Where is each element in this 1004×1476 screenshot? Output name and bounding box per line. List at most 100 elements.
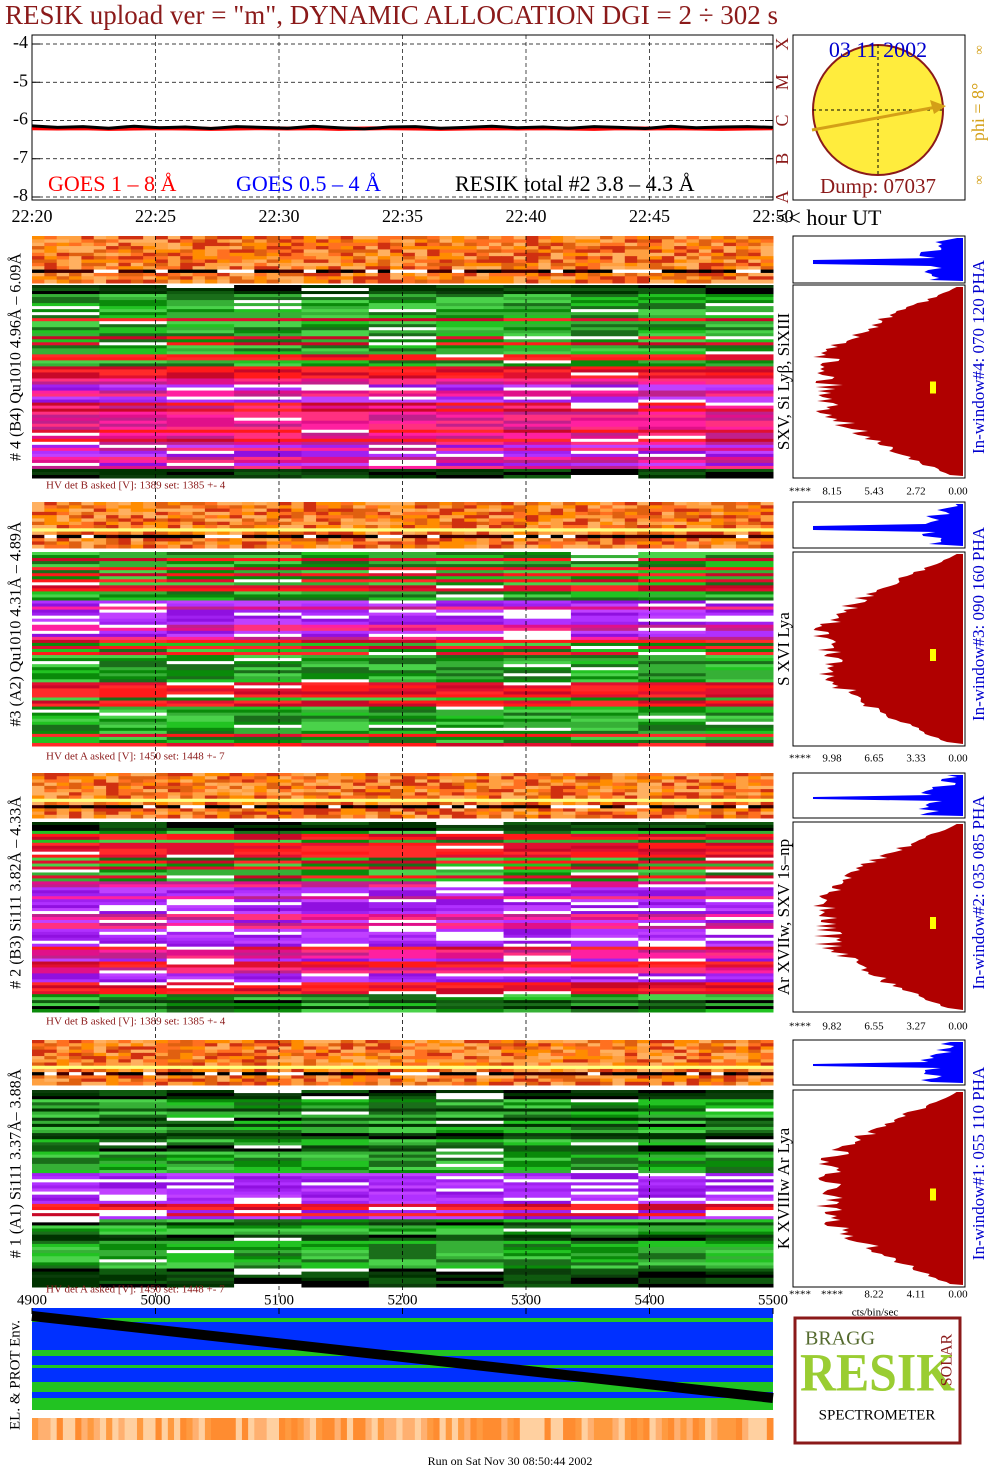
heatmap-cell — [570, 842, 639, 847]
heatmap-cell — [570, 742, 639, 747]
strip-cell — [143, 266, 156, 271]
strip-cell — [674, 808, 688, 813]
heatmap-cell — [436, 736, 505, 741]
heatmap-cell — [638, 402, 707, 407]
strip-cell — [711, 279, 725, 284]
strip-cell — [439, 525, 453, 529]
heatmap-cell — [638, 718, 707, 723]
heatmap-cell — [570, 558, 639, 562]
heatmap-cell — [570, 928, 639, 933]
strip-cell — [612, 236, 626, 240]
strip-cell — [427, 525, 441, 529]
heatmap-cell — [436, 432, 505, 437]
heatmap-cell — [436, 994, 505, 998]
heatmap-cell — [32, 997, 100, 1001]
strip-cell — [488, 246, 502, 250]
strip-cell — [180, 1052, 194, 1057]
heatmap-cell — [436, 600, 505, 605]
heatmap-cell — [32, 606, 100, 611]
heatmap-cell — [436, 393, 505, 398]
strip-cell — [661, 249, 675, 254]
strip-cell — [600, 276, 613, 281]
strip-cell — [674, 1043, 688, 1047]
heatmap-cell — [436, 468, 505, 473]
heatmap-cell — [705, 288, 774, 292]
strip-cell — [476, 262, 490, 267]
strip-cell — [130, 541, 144, 546]
strip-cell — [167, 239, 181, 244]
heatmap-cell — [503, 342, 572, 346]
strip-cell — [698, 525, 712, 529]
heatmap-cell — [436, 603, 505, 608]
strip-cell — [637, 1049, 650, 1054]
heatmap-cell — [503, 958, 572, 963]
strip-cell — [118, 502, 132, 506]
strip-cell — [266, 279, 280, 284]
strip-cell — [254, 252, 268, 257]
x-tick-label: 22:50 — [752, 206, 793, 226]
heatmap-cell — [166, 333, 235, 337]
heatmap-cell — [436, 576, 505, 580]
heatmap-cell — [99, 309, 168, 313]
strip-cell — [637, 242, 650, 247]
strip-cell — [501, 502, 515, 506]
strip-cell — [155, 782, 169, 787]
heatmap-cell — [99, 312, 168, 316]
heatmap-cell — [436, 845, 505, 850]
strip-cell — [81, 1040, 95, 1044]
heatmap-cell — [638, 381, 707, 386]
strip-cell — [723, 518, 737, 523]
heatmap-cell — [99, 961, 168, 965]
strip-cell — [575, 276, 589, 281]
heatmap-cell — [99, 375, 168, 379]
strip-cell — [563, 544, 576, 549]
strip-cell — [624, 814, 638, 819]
heatmap-cell — [368, 408, 437, 413]
heatmap-cell — [234, 706, 302, 711]
strip-cell — [550, 246, 564, 250]
heatmap-cell — [368, 1003, 437, 1007]
strip-cell — [674, 525, 688, 529]
heatmap-cell — [368, 700, 437, 705]
heatmap-cell — [503, 703, 572, 708]
heatmap-cell — [368, 609, 437, 614]
heatmap-cell — [301, 570, 370, 574]
strip-cell — [698, 266, 712, 271]
heatmap-cell — [166, 839, 235, 844]
heatmap-cell — [99, 919, 168, 924]
strip-cell — [180, 515, 194, 519]
strip-cell — [637, 502, 650, 506]
heatmap-cell — [301, 453, 370, 458]
strip-cell — [106, 805, 119, 809]
strip-cell — [229, 1049, 243, 1054]
strip-cell — [69, 795, 82, 800]
heatmap-cell — [503, 739, 572, 744]
heatmap-cell — [301, 606, 370, 611]
heatmap-cell — [436, 609, 505, 614]
strip-cell — [439, 789, 453, 793]
heatmap-cell — [705, 694, 774, 698]
strip-cell — [192, 272, 206, 277]
strip-cell — [748, 776, 762, 780]
heatmap-cell — [301, 652, 370, 656]
strip-cell — [649, 1043, 663, 1047]
strip-cell — [390, 239, 403, 244]
heatmap-cell — [705, 312, 774, 316]
strip-cell — [538, 521, 552, 526]
strip-cell — [488, 249, 502, 254]
strip-cell — [637, 805, 650, 809]
strip-cell — [328, 279, 342, 284]
strip-cell — [637, 256, 650, 260]
heatmap-cell — [99, 688, 168, 692]
heatmap-cell — [368, 869, 437, 873]
strip-cell — [204, 249, 218, 254]
strip-cell — [637, 528, 650, 533]
strip-cell — [563, 538, 576, 542]
strip-cell — [143, 528, 156, 533]
strip-cell — [476, 538, 490, 542]
strip-cell — [538, 785, 552, 790]
strip-cell — [488, 776, 502, 780]
strip-cell — [698, 502, 712, 506]
strip-cell — [649, 242, 663, 247]
heatmap-cell — [368, 890, 437, 894]
